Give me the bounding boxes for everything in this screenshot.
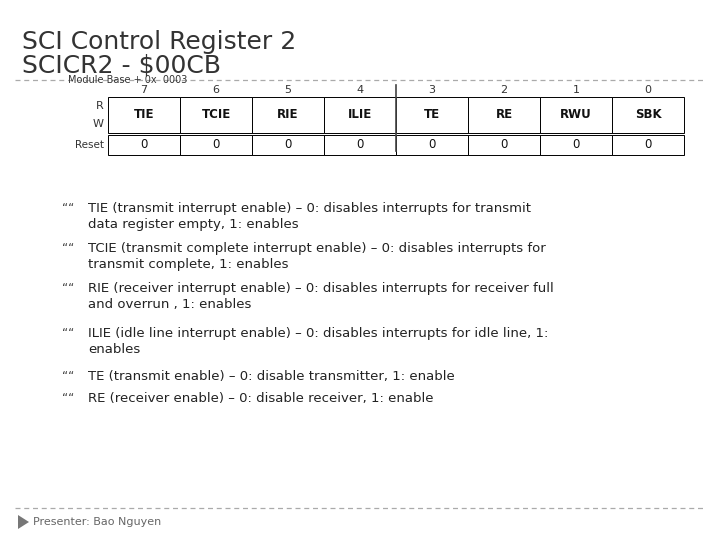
Text: Module Base + 0x  0003: Module Base + 0x 0003 — [68, 75, 187, 85]
Text: 0: 0 — [500, 138, 508, 152]
Text: ““: ““ — [62, 282, 74, 295]
Text: and overrun , 1: enables: and overrun , 1: enables — [88, 298, 251, 311]
Text: 0: 0 — [212, 138, 220, 152]
Bar — [540, 97, 612, 133]
Text: RIE (receiver interrupt enable) – 0: disables interrupts for receiver full: RIE (receiver interrupt enable) – 0: dis… — [88, 282, 554, 295]
Text: 0: 0 — [356, 138, 364, 152]
Bar — [180, 135, 252, 155]
Text: 7: 7 — [140, 85, 148, 95]
Text: 0: 0 — [140, 138, 148, 152]
Text: 0: 0 — [644, 138, 652, 152]
Text: Presenter: Bao Nguyen: Presenter: Bao Nguyen — [33, 517, 161, 527]
Text: enables: enables — [88, 343, 140, 356]
Text: SCI Control Register 2: SCI Control Register 2 — [22, 30, 296, 54]
Bar — [252, 97, 324, 133]
Text: R: R — [96, 101, 104, 111]
Text: RE (receiver enable) – 0: disable receiver, 1: enable: RE (receiver enable) – 0: disable receiv… — [88, 392, 433, 405]
Bar — [612, 135, 684, 155]
Text: SCICR2 - $00CB: SCICR2 - $00CB — [22, 54, 221, 78]
Text: ““: ““ — [62, 327, 74, 340]
Text: TIE (transmit interrupt enable) – 0: disables interrupts for transmit: TIE (transmit interrupt enable) – 0: dis… — [88, 202, 531, 215]
Text: 4: 4 — [356, 85, 364, 95]
Text: 6: 6 — [212, 85, 220, 95]
Text: TCIE (transmit complete interrupt enable) – 0: disables interrupts for: TCIE (transmit complete interrupt enable… — [88, 242, 546, 255]
Text: ““: ““ — [62, 202, 74, 215]
Text: ““: ““ — [62, 370, 74, 383]
Bar — [396, 135, 468, 155]
Bar — [108, 97, 180, 133]
Text: TCIE: TCIE — [202, 109, 230, 122]
Text: 0: 0 — [428, 138, 436, 152]
Text: TE: TE — [424, 109, 440, 122]
Bar — [108, 135, 180, 155]
Text: 0: 0 — [572, 138, 580, 152]
Bar — [468, 135, 540, 155]
Text: TE (transmit enable) – 0: disable transmitter, 1: enable: TE (transmit enable) – 0: disable transm… — [88, 370, 455, 383]
Bar — [252, 135, 324, 155]
Text: 2: 2 — [500, 85, 508, 95]
Text: ILIE: ILIE — [348, 109, 372, 122]
Text: W: W — [93, 119, 104, 129]
Text: transmit complete, 1: enables: transmit complete, 1: enables — [88, 258, 289, 271]
Text: ILIE (idle line interrupt enable) – 0: disables interrupts for idle line, 1:: ILIE (idle line interrupt enable) – 0: d… — [88, 327, 549, 340]
Text: 0: 0 — [284, 138, 292, 152]
Text: ““: ““ — [62, 392, 74, 405]
Polygon shape — [18, 515, 29, 529]
Text: RE: RE — [495, 109, 513, 122]
Text: 0: 0 — [644, 85, 652, 95]
Bar — [396, 97, 468, 133]
Text: Reset: Reset — [75, 140, 104, 150]
Text: TIE: TIE — [134, 109, 154, 122]
Text: data register empty, 1: enables: data register empty, 1: enables — [88, 218, 299, 231]
Text: SBK: SBK — [635, 109, 661, 122]
Text: ““: ““ — [62, 242, 74, 255]
Text: RWU: RWU — [560, 109, 592, 122]
Bar — [324, 135, 396, 155]
Text: 3: 3 — [428, 85, 436, 95]
Text: 5: 5 — [284, 85, 292, 95]
Bar — [468, 97, 540, 133]
Bar — [324, 97, 396, 133]
Text: RIE: RIE — [277, 109, 299, 122]
Bar — [540, 135, 612, 155]
Bar — [612, 97, 684, 133]
Bar — [180, 97, 252, 133]
Text: 1: 1 — [572, 85, 580, 95]
